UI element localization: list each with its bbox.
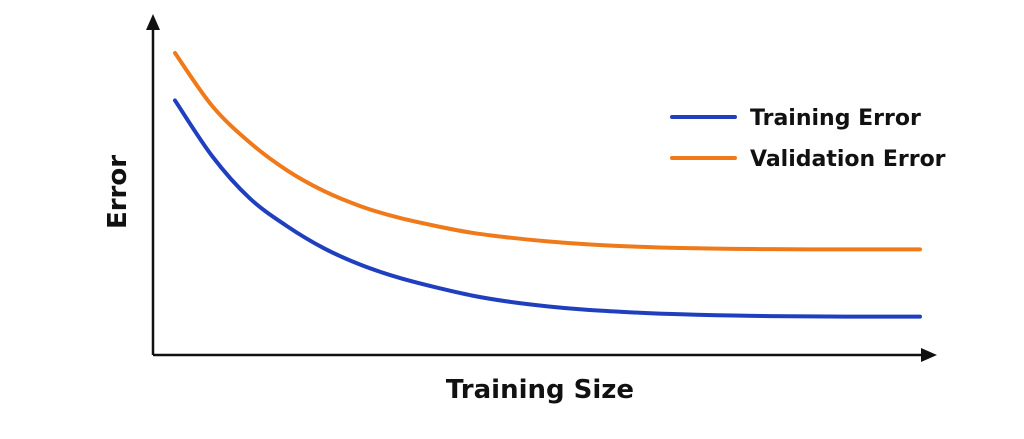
x-axis-arrow xyxy=(921,348,937,362)
x-axis-label: Training Size xyxy=(446,375,634,405)
series-line-training-error xyxy=(173,98,922,319)
legend: Training Error Validation Error xyxy=(670,106,946,172)
series-group xyxy=(173,51,922,319)
legend-label-training-error: Training Error xyxy=(750,106,921,131)
legend-label-validation-error: Validation Error xyxy=(750,147,946,172)
y-axis-arrow xyxy=(146,14,160,30)
series-line-validation-error xyxy=(173,51,922,252)
y-axis-label: Error xyxy=(103,155,133,229)
